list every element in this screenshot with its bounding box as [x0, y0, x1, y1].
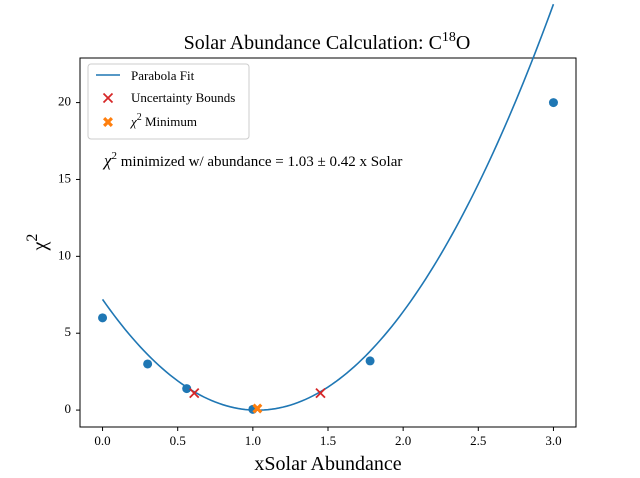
y-tick-label: 20 [58, 94, 71, 109]
data-point [182, 384, 192, 394]
uncertainty-bound-marker [189, 388, 200, 399]
x-axis: 0.0 0.5 1.0 1.5 2.0 2.5 3.0 [94, 427, 562, 448]
legend-bounds-swatch [102, 92, 114, 104]
chart-title: Solar Abundance Calculation: C18O [184, 30, 471, 54]
y-tick: 5 [65, 324, 80, 339]
uncertainty-bound-marker [315, 388, 326, 399]
x-tick: 2.5 [470, 427, 486, 448]
y-tick-label: 5 [65, 324, 72, 339]
x-tick: 1.0 [245, 427, 261, 448]
legend: Parabola Fit Uncertainty Bounds χ2 Minim… [87, 63, 250, 140]
y-tick-label: 0 [65, 401, 72, 416]
data-point [365, 356, 375, 366]
y-tick-label: 15 [58, 170, 71, 185]
x-tick: 0.0 [94, 427, 111, 448]
legend-label-minimum: χ2 Minimum [129, 112, 197, 129]
x-tick: 3.0 [545, 427, 562, 448]
y-tick: 20 [58, 94, 80, 109]
legend-label-fit: Parabola Fit [131, 68, 195, 83]
parabola-fit-line [101, 3, 555, 411]
x-tick: 0.5 [170, 427, 186, 448]
x-tick-label: 1.5 [320, 433, 336, 448]
x-tick: 2.0 [395, 427, 411, 448]
series-layer [98, 3, 558, 414]
x-tick-label: 0.0 [94, 433, 110, 448]
x-axis-label: xSolar Abundance [254, 453, 401, 475]
legend-bounds-marker [102, 92, 114, 104]
x-tick-label: 0.5 [170, 433, 186, 448]
y-axis: 0 5 10 15 20 [58, 94, 80, 416]
y-tick: 10 [58, 247, 80, 262]
x-tick-label: 2.5 [470, 433, 486, 448]
y-tick: 0 [65, 401, 80, 416]
y-tick-label: 10 [58, 247, 71, 262]
data-point [143, 359, 153, 369]
x-tick: 1.5 [320, 427, 336, 448]
legend-box [87, 63, 250, 140]
y-tick: 15 [58, 170, 80, 185]
x-tick-label: 2.0 [395, 433, 411, 448]
x-tick-label: 3.0 [545, 433, 561, 448]
legend-label-bounds: Uncertainty Bounds [131, 90, 235, 105]
legend-minimum-swatch [103, 117, 113, 127]
legend-minimum-marker [103, 117, 113, 127]
chi2-annotation: χ2 minimized w/ abundance = 1.03 ± 0.42 … [102, 150, 402, 170]
x-tick-label: 1.0 [245, 433, 261, 448]
data-point [98, 313, 108, 323]
y-axis-label: χ2 [24, 234, 51, 252]
data-point [548, 98, 558, 108]
chi2-minimum-marker [252, 403, 263, 414]
